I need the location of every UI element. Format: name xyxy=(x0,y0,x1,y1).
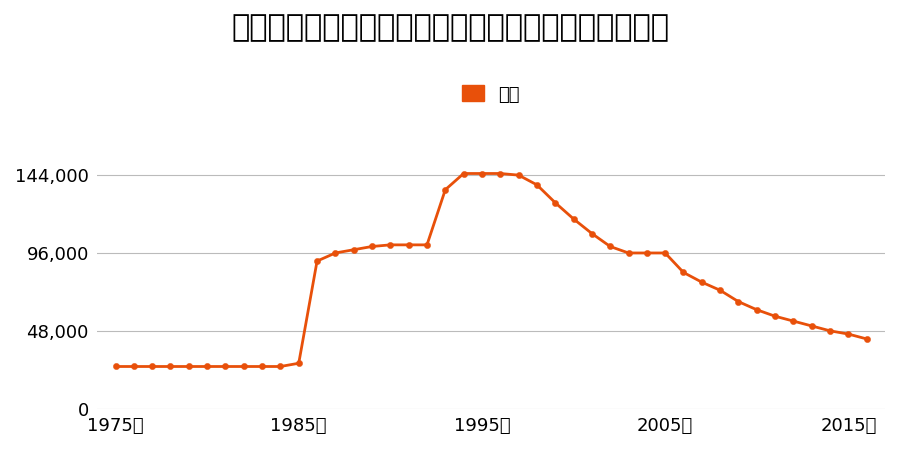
Legend: 価格: 価格 xyxy=(463,86,520,104)
Text: 福岡県大牟田市明治町３丁目１４番の一部の地価推移: 福岡県大牟田市明治町３丁目１４番の一部の地価推移 xyxy=(231,14,669,42)
